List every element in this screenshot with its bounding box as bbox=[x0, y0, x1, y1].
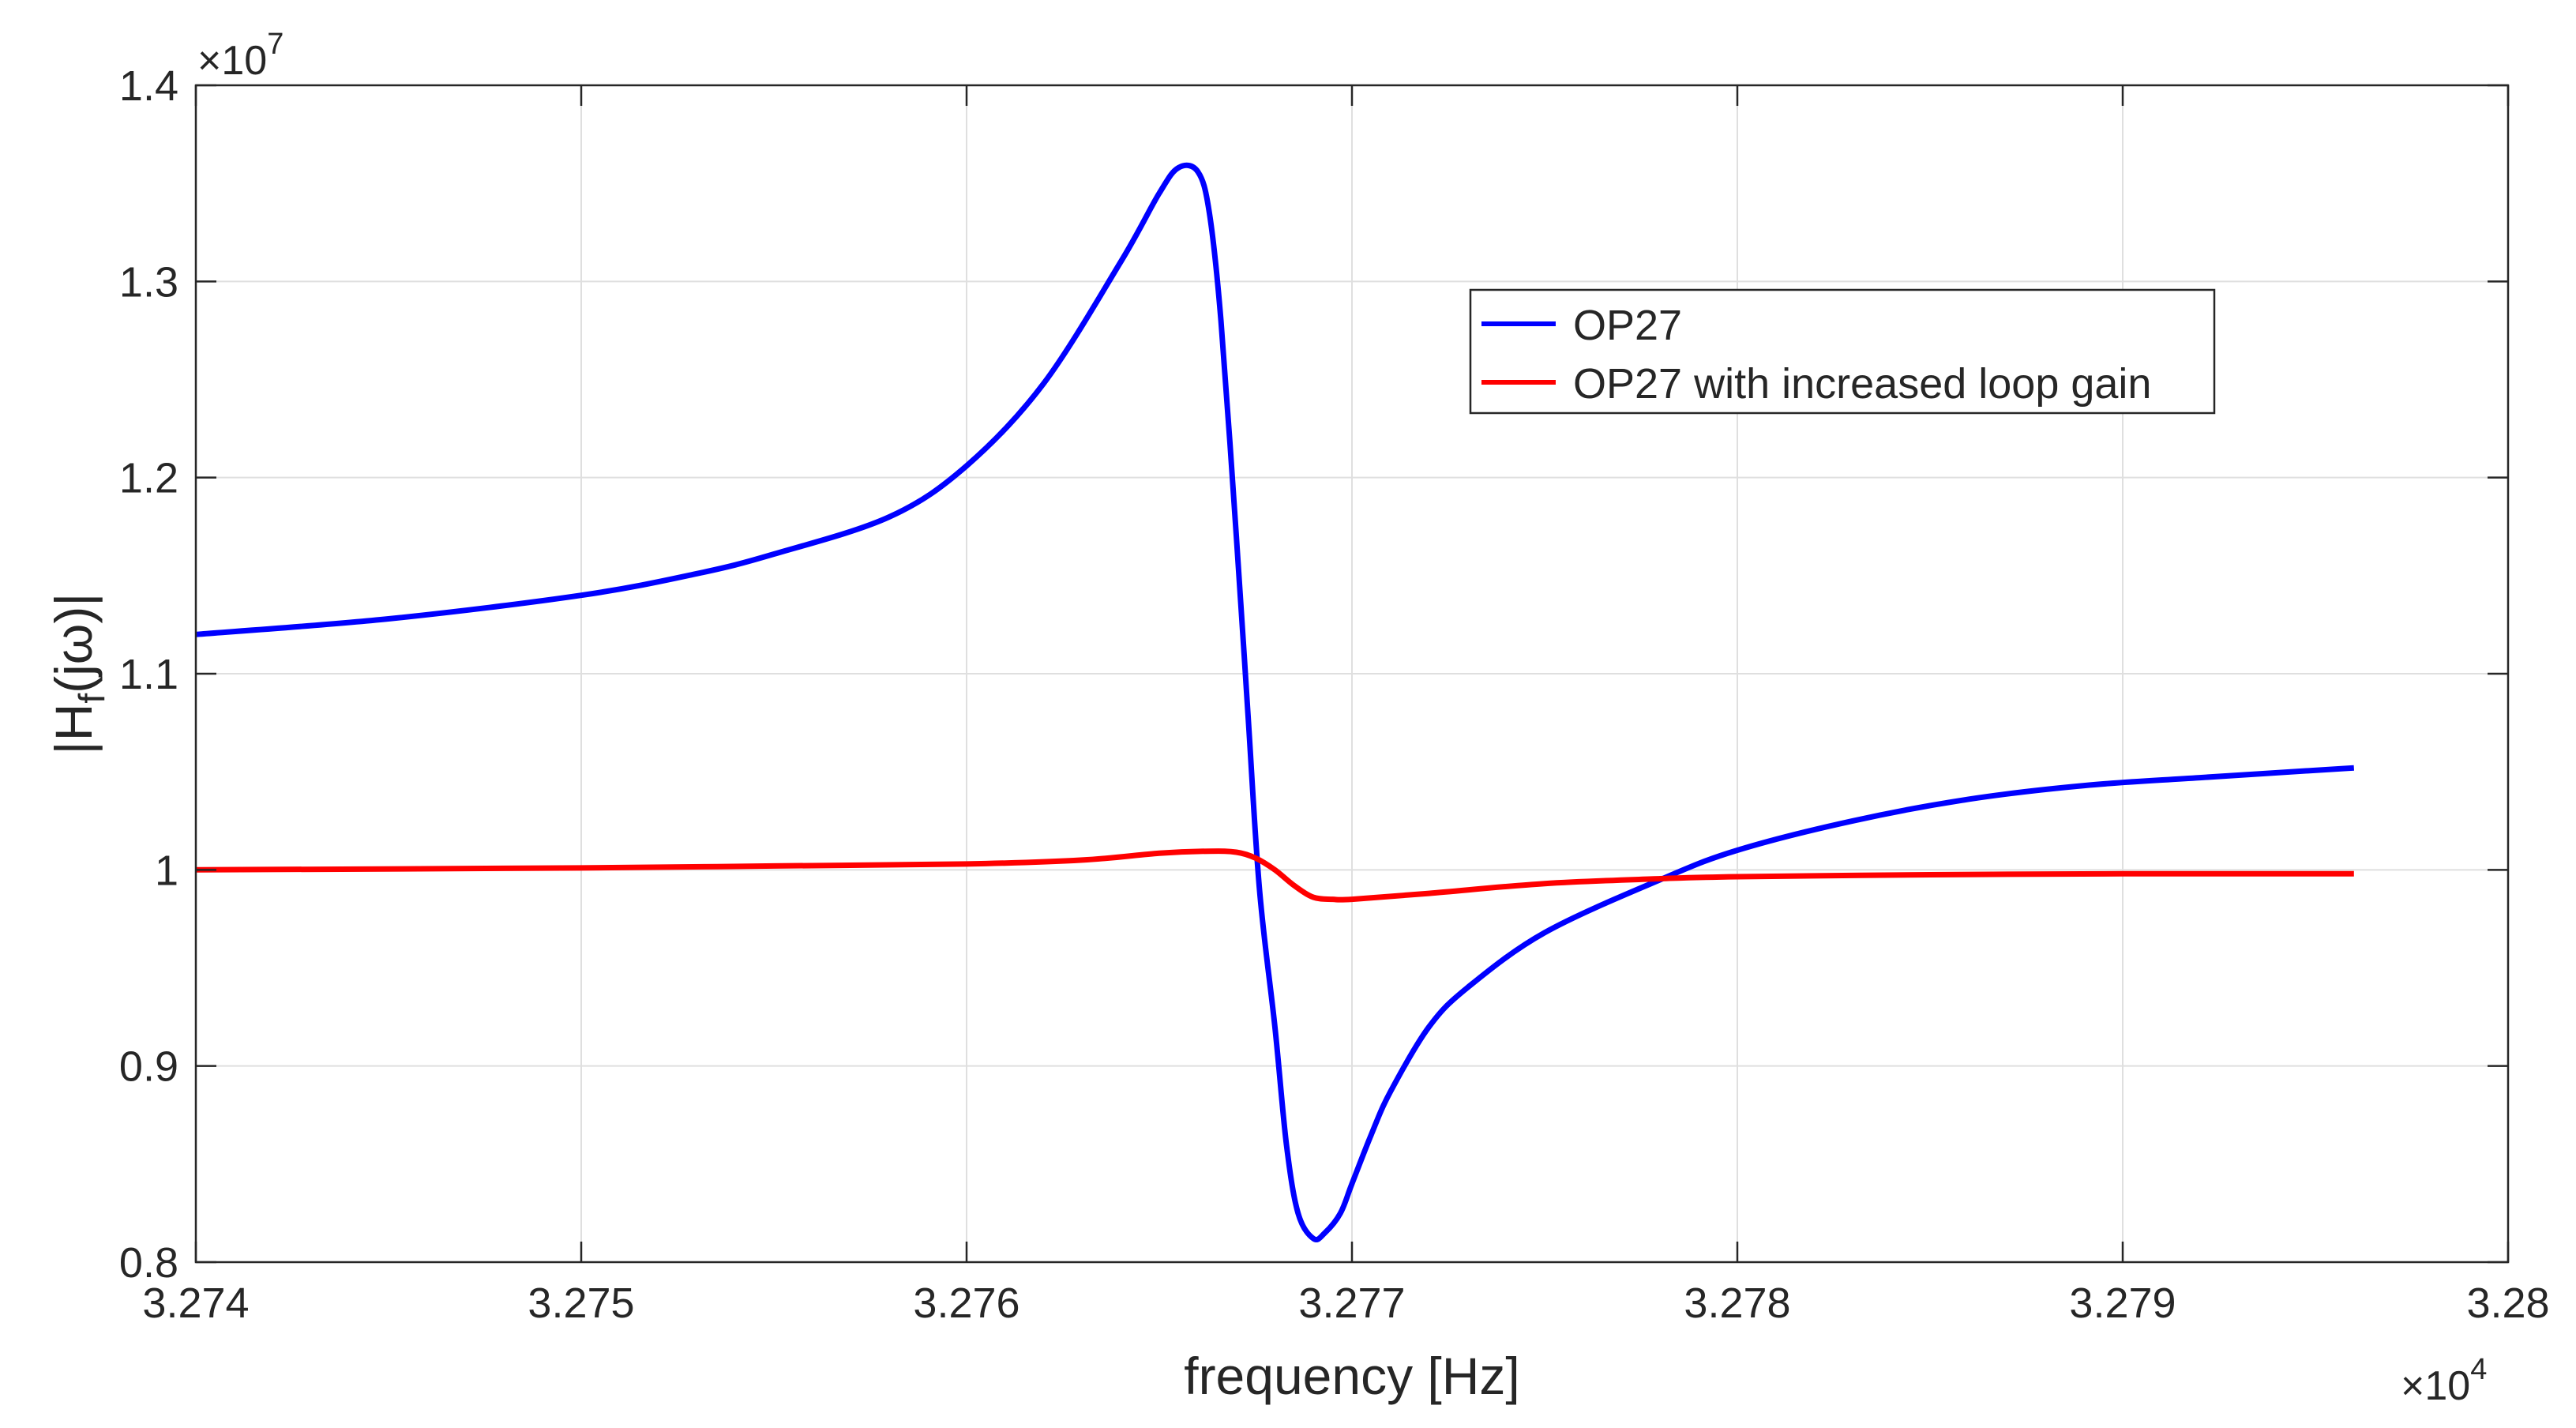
x-axis-label: frequency [Hz] bbox=[1184, 1347, 1520, 1405]
y-tick-label: 0.8 bbox=[119, 1239, 178, 1287]
y-exponent-label: ×107 bbox=[197, 28, 284, 84]
legend-label-op27: OP27 bbox=[1573, 302, 1682, 349]
x-tick-label: 3.276 bbox=[913, 1280, 1020, 1327]
x-tick-label: 3.28 bbox=[2466, 1280, 2549, 1327]
legend: OP27 OP27 with increased loop gain bbox=[1469, 288, 2216, 415]
series-line-op27-with-increased-loop-gain bbox=[195, 848, 2354, 903]
legend-label-op27-increased-loop-gain: OP27 with increased loop gain bbox=[1573, 360, 2151, 408]
x-tick-label: 3.279 bbox=[2069, 1280, 2176, 1327]
y-tick-label: 1.4 bbox=[119, 62, 178, 110]
x-exponent-label: ×104 bbox=[2401, 1353, 2487, 1409]
y-tick-label: 0.9 bbox=[119, 1043, 178, 1091]
x-tick-label: 3.277 bbox=[1298, 1280, 1405, 1327]
tick-labels: 3.274 3.275 3.276 3.277 3.278 3.279 3.28 0.8 0.9… bbox=[119, 62, 2550, 1327]
series-layer bbox=[195, 162, 2355, 1242]
y-tick-label: 1.1 bbox=[119, 651, 178, 698]
y-tick-label: 1.2 bbox=[119, 455, 178, 502]
x-tick-label: 3.275 bbox=[528, 1280, 634, 1327]
series-line-op27 bbox=[195, 162, 2355, 1242]
legend-box bbox=[1469, 288, 2216, 415]
x-tick-label: 3.278 bbox=[1684, 1280, 1790, 1327]
y-tick-label: 1 bbox=[155, 847, 178, 894]
tick-marks bbox=[194, 84, 2510, 1264]
y-tick-label: 1.3 bbox=[119, 258, 178, 306]
y-axis-label: |Hf(jω)| bbox=[44, 593, 112, 755]
x-tick-label: 3.274 bbox=[142, 1280, 249, 1327]
